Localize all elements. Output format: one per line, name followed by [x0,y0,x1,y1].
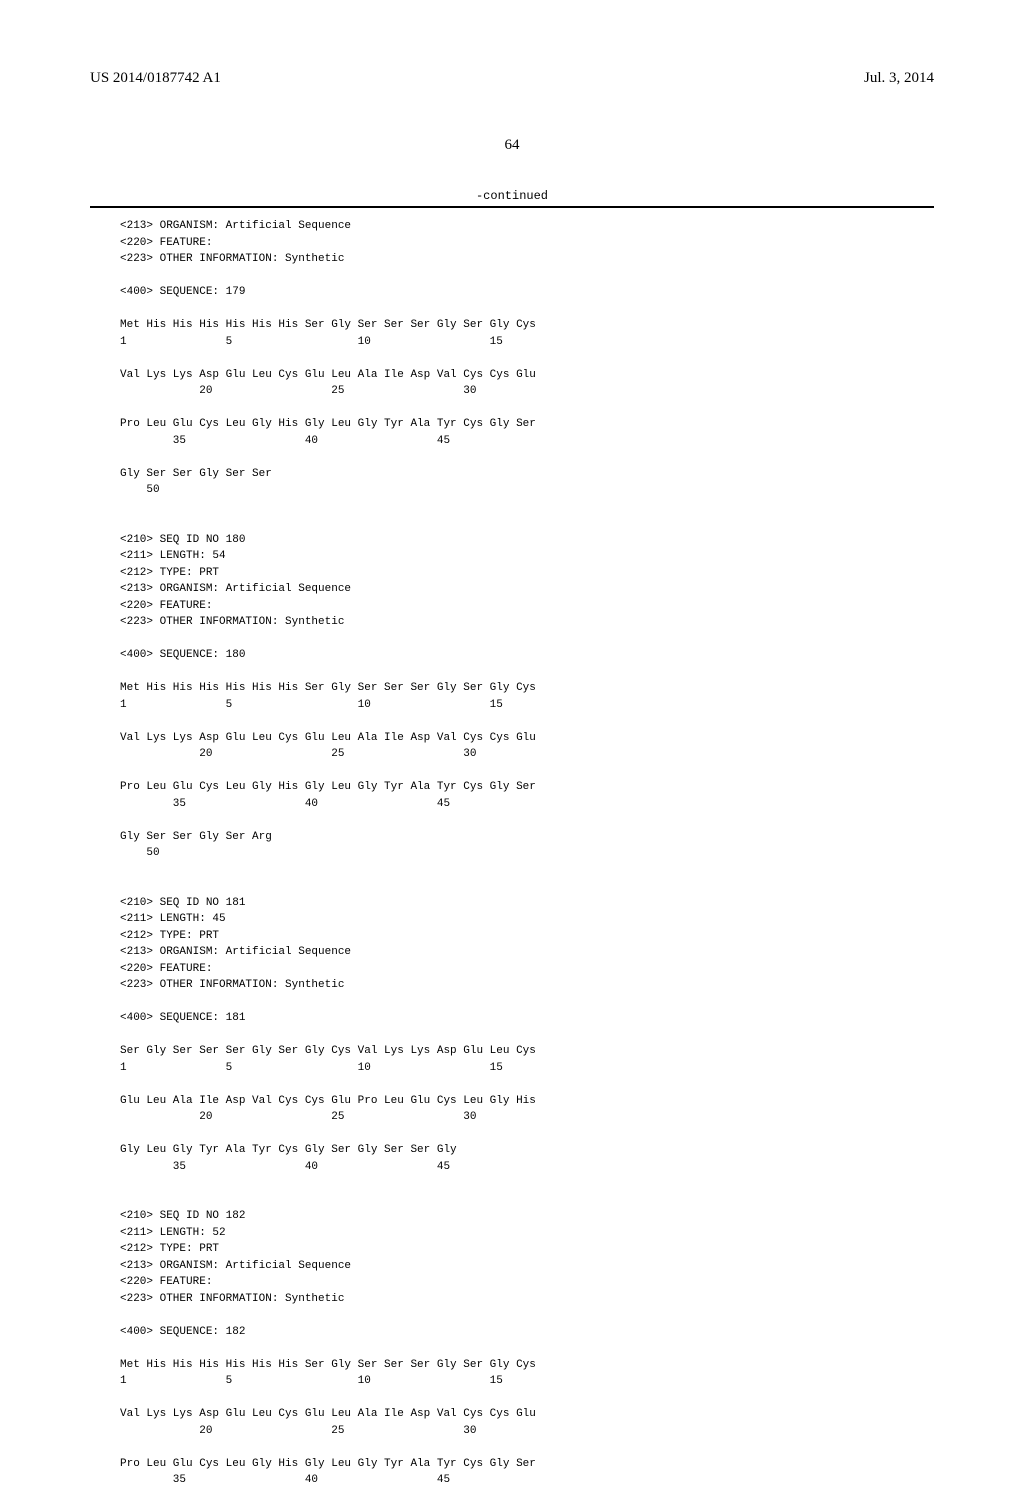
spacer [120,1390,904,1407]
seq-179-row4-aa: Gly Ser Ser Gly Ser Ser [120,466,904,483]
spacer [120,1192,904,1209]
seq-180-row3-aa: Pro Leu Glu Cys Leu Gly His Gly Leu Gly … [120,779,904,796]
seq-179-row3-num: 35 40 45 [120,433,904,450]
spacer [120,449,904,466]
seq-181-seqid: <210> SEQ ID NO 181 [120,895,904,912]
seq-180-header: <400> SEQUENCE: 180 [120,647,904,664]
seq-181-header: <400> SEQUENCE: 181 [120,1010,904,1027]
seq-181-row3-aa: Gly Leu Gly Tyr Ala Tyr Cys Gly Ser Gly … [120,1142,904,1159]
seq-182-row2-aa: Val Lys Lys Asp Glu Leu Cys Glu Leu Ala … [120,1406,904,1423]
seq-182-header: <400> SEQUENCE: 182 [120,1324,904,1341]
seq-182-row3-aa: Pro Leu Glu Cys Leu Gly His Gly Leu Gly … [120,1456,904,1473]
seq-182-type: <212> TYPE: PRT [120,1241,904,1258]
spacer [120,350,904,367]
publication-number: US 2014/0187742 A1 [90,70,221,87]
seq-181-row1-num: 1 5 10 15 [120,1060,904,1077]
seq-180-feature: <220> FEATURE: [120,598,904,615]
spacer [120,713,904,730]
spacer [120,1175,904,1192]
spacer [120,812,904,829]
spacer [120,878,904,895]
spacer [120,1126,904,1143]
spacer [120,1307,904,1324]
spacer [120,631,904,648]
sequence-container: <213> ORGANISM: Artificial Sequence <220… [90,206,934,1489]
seq-179-row2-aa: Val Lys Lys Asp Glu Leu Cys Glu Leu Ala … [120,367,904,384]
seq-180-type: <212> TYPE: PRT [120,565,904,582]
seq-179-other: <223> OTHER INFORMATION: Synthetic [120,251,904,268]
seq-180-row1-num: 1 5 10 15 [120,697,904,714]
seq-181-other: <223> OTHER INFORMATION: Synthetic [120,977,904,994]
seq-182-organism: <213> ORGANISM: Artificial Sequence [120,1258,904,1275]
seq-181-block: <210> SEQ ID NO 181 <211> LENGTH: 45 <21… [120,895,904,1176]
spacer [120,301,904,318]
spacer [120,515,904,532]
seq-182-seqid: <210> SEQ ID NO 182 [120,1208,904,1225]
spacer [120,1340,904,1357]
seq-181-feature: <220> FEATURE: [120,961,904,978]
seq-179-row4-num: 50 [120,482,904,499]
spacer [120,1439,904,1456]
seq-180-organism: <213> ORGANISM: Artificial Sequence [120,581,904,598]
seq-180-row1-aa: Met His His His His His His Ser Gly Ser … [120,680,904,697]
seq-180-length: <211> LENGTH: 54 [120,548,904,565]
page-number: 64 [90,137,934,154]
seq-181-row3-num: 35 40 45 [120,1159,904,1176]
seq-179-block: <213> ORGANISM: Artificial Sequence <220… [120,218,904,499]
seq-180-row3-num: 35 40 45 [120,796,904,813]
spacer [120,268,904,285]
seq-182-row1-aa: Met His His His His His His Ser Gly Ser … [120,1357,904,1374]
seq-179-organism: <213> ORGANISM: Artificial Sequence [120,218,904,235]
spacer [120,862,904,879]
seq-181-organism: <213> ORGANISM: Artificial Sequence [120,944,904,961]
seq-181-row1-aa: Ser Gly Ser Ser Ser Gly Ser Gly Cys Val … [120,1043,904,1060]
seq-179-row1-num: 1 5 10 15 [120,334,904,351]
spacer [120,499,904,516]
seq-182-row1-num: 1 5 10 15 [120,1373,904,1390]
spacer [120,994,904,1011]
seq-179-row3-aa: Pro Leu Glu Cys Leu Gly His Gly Leu Gly … [120,416,904,433]
spacer [120,763,904,780]
seq-179-row2-num: 20 25 30 [120,383,904,400]
seq-181-type: <212> TYPE: PRT [120,928,904,945]
seq-181-length: <211> LENGTH: 45 [120,911,904,928]
seq-179-feature: <220> FEATURE: [120,235,904,252]
page-header: US 2014/0187742 A1 Jul. 3, 2014 [90,70,934,87]
spacer [120,400,904,417]
seq-182-row3-num: 35 40 45 [120,1472,904,1489]
seq-180-row4-num: 50 [120,845,904,862]
seq-182-feature: <220> FEATURE: [120,1274,904,1291]
continued-label: -continued [90,189,934,203]
seq-180-other: <223> OTHER INFORMATION: Synthetic [120,614,904,631]
seq-179-header: <400> SEQUENCE: 179 [120,284,904,301]
seq-182-block: <210> SEQ ID NO 182 <211> LENGTH: 52 <21… [120,1208,904,1489]
publication-date: Jul. 3, 2014 [864,70,934,87]
seq-182-row2-num: 20 25 30 [120,1423,904,1440]
seq-181-row2-num: 20 25 30 [120,1109,904,1126]
spacer [120,1027,904,1044]
seq-182-other: <223> OTHER INFORMATION: Synthetic [120,1291,904,1308]
seq-179-row1-aa: Met His His His His His His Ser Gly Ser … [120,317,904,334]
seq-180-row4-aa: Gly Ser Ser Gly Ser Arg [120,829,904,846]
seq-180-block: <210> SEQ ID NO 180 <211> LENGTH: 54 <21… [120,532,904,862]
seq-180-row2-aa: Val Lys Lys Asp Glu Leu Cys Glu Leu Ala … [120,730,904,747]
seq-182-length: <211> LENGTH: 52 [120,1225,904,1242]
seq-181-row2-aa: Glu Leu Ala Ile Asp Val Cys Cys Glu Pro … [120,1093,904,1110]
seq-180-row2-num: 20 25 30 [120,746,904,763]
spacer [120,664,904,681]
spacer [120,1076,904,1093]
seq-180-seqid: <210> SEQ ID NO 180 [120,532,904,549]
